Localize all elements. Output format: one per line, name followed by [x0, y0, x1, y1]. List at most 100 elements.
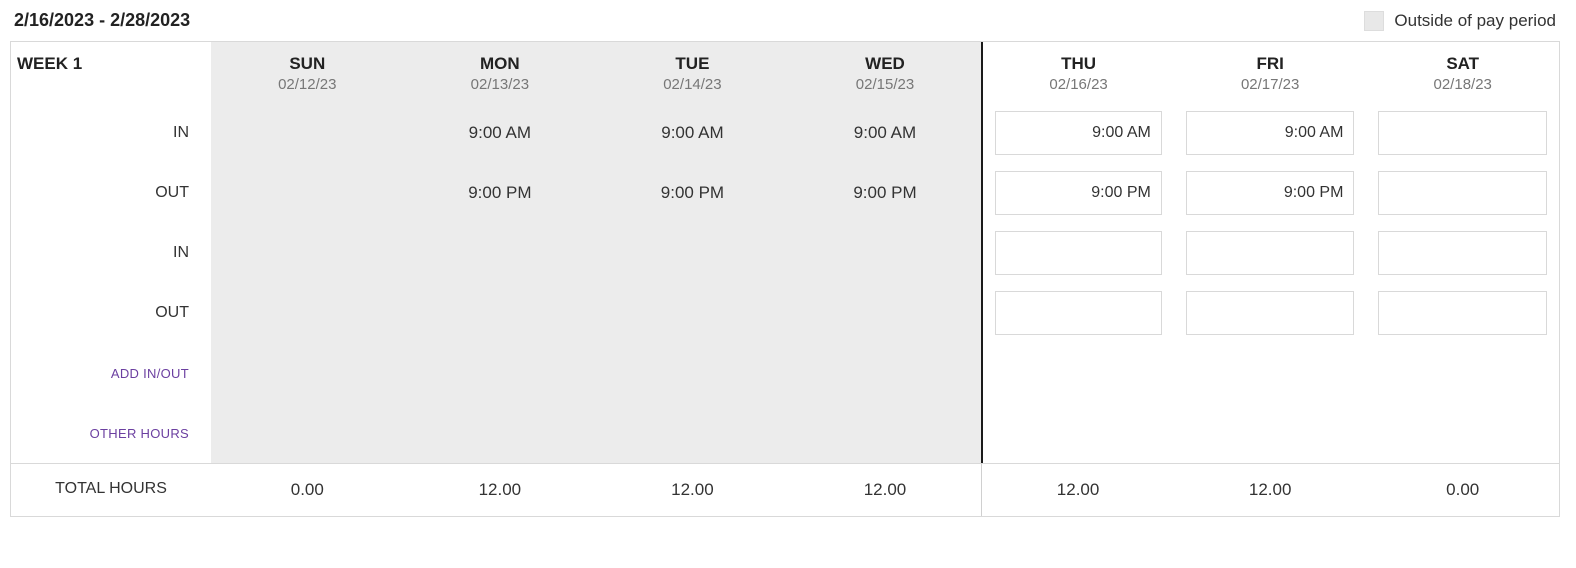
- time-in-cell-fri: [1174, 103, 1367, 163]
- day-name: FRI: [1178, 54, 1363, 74]
- time-out-2-input[interactable]: [1186, 291, 1355, 335]
- time-out-input[interactable]: [1186, 171, 1355, 215]
- time-in-value: 9:00 AM: [469, 123, 531, 143]
- time-out-cell-mon: 9:00 PM: [404, 163, 597, 223]
- time-out-cell-sun: [211, 163, 404, 223]
- empty-cell: [596, 343, 789, 403]
- empty-cell: [789, 403, 982, 463]
- time-in-2-cell-fri: [1174, 223, 1367, 283]
- empty-cell: [1174, 403, 1367, 463]
- empty-cell: [981, 403, 1174, 463]
- total-hours-value-wed: 12.00: [789, 464, 982, 516]
- time-out-2-cell-thu: [981, 283, 1174, 343]
- time-out-2-cell-tue: [596, 283, 789, 343]
- day-date: 02/17/23: [1178, 76, 1363, 93]
- day-date: 02/13/23: [408, 76, 593, 93]
- total-hours-value-thu: 12.00: [981, 464, 1174, 516]
- other-hours-link-cell: OTHER HOURS: [11, 403, 211, 463]
- time-out-cell-sat: [1366, 163, 1559, 223]
- time-out-2-cell-sat: [1366, 283, 1559, 343]
- time-in-2-cell-sun: [211, 223, 404, 283]
- time-in-value: 9:00 AM: [661, 123, 723, 143]
- row-label-in-2: IN: [11, 223, 211, 283]
- time-out-2-cell-fri: [1174, 283, 1367, 343]
- empty-cell: [211, 343, 404, 403]
- time-out-cell-thu: [981, 163, 1174, 223]
- time-out-value: 9:00 PM: [661, 183, 724, 203]
- add-in-out-link-cell: ADD IN/OUT: [11, 343, 211, 403]
- time-in-cell-sat: [1366, 103, 1559, 163]
- day-name: THU: [987, 54, 1170, 74]
- empty-cell: [596, 403, 789, 463]
- time-in-cell-mon: 9:00 AM: [404, 103, 597, 163]
- time-in-2-input[interactable]: [995, 231, 1162, 275]
- time-in-2-cell-tue: [596, 223, 789, 283]
- time-in-input[interactable]: [1186, 111, 1355, 155]
- time-out-value: 9:00 PM: [468, 183, 531, 203]
- day-header-fri: FRI 02/17/23: [1174, 42, 1367, 103]
- day-name: MON: [408, 54, 593, 74]
- day-date: 02/18/23: [1370, 76, 1555, 93]
- day-date: 02/12/23: [215, 76, 400, 93]
- date-range-label: 2/16/2023 - 2/28/2023: [14, 10, 190, 31]
- legend-label: Outside of pay period: [1394, 11, 1556, 31]
- empty-cell: [1366, 403, 1559, 463]
- time-out-2-input[interactable]: [1378, 291, 1547, 335]
- time-out-cell-fri: [1174, 163, 1367, 223]
- time-in-cell-sun: [211, 103, 404, 163]
- add-in-out-link[interactable]: ADD IN/OUT: [111, 366, 189, 381]
- empty-cell: [1366, 343, 1559, 403]
- timesheet-week: WEEK 1 SUN 02/12/23 MON 02/13/23 TUE 02/14/23…: [10, 41, 1560, 517]
- time-out-input[interactable]: [995, 171, 1162, 215]
- day-name: WED: [793, 54, 978, 74]
- time-in-input[interactable]: [995, 111, 1162, 155]
- day-date: 02/14/23: [600, 76, 785, 93]
- time-in-2-cell-wed: [789, 223, 982, 283]
- row-label-out-2: OUT: [11, 283, 211, 343]
- day-date: 02/15/23: [793, 76, 978, 93]
- day-name: SUN: [215, 54, 400, 74]
- day-header-sat: SAT 02/18/23: [1366, 42, 1559, 103]
- time-in-2-cell-mon: [404, 223, 597, 283]
- day-header-wed: WED 02/15/23: [789, 42, 982, 103]
- other-hours-link[interactable]: OTHER HOURS: [90, 426, 189, 441]
- week-label: WEEK 1: [11, 42, 211, 103]
- row-label-out: OUT: [11, 163, 211, 223]
- day-date: 02/16/23: [987, 76, 1170, 93]
- time-in-value: 9:00 AM: [854, 123, 916, 143]
- day-header-thu: THU 02/16/23: [981, 42, 1174, 103]
- time-out-value: 9:00 PM: [853, 183, 916, 203]
- total-hours-value-sun: 0.00: [211, 464, 404, 516]
- day-header-tue: TUE 02/14/23: [596, 42, 789, 103]
- time-in-2-input[interactable]: [1378, 231, 1547, 275]
- empty-cell: [981, 343, 1174, 403]
- empty-cell: [404, 343, 597, 403]
- row-label-in: IN: [11, 103, 211, 163]
- time-out-2-input[interactable]: [995, 291, 1162, 335]
- total-hours-value-fri: 12.00: [1174, 464, 1367, 516]
- empty-cell: [1174, 343, 1367, 403]
- time-in-cell-tue: 9:00 AM: [596, 103, 789, 163]
- time-in-cell-wed: 9:00 AM: [789, 103, 982, 163]
- time-out-cell-wed: 9:00 PM: [789, 163, 982, 223]
- total-hours-value-tue: 12.00: [596, 464, 789, 516]
- legend-swatch: [1364, 11, 1384, 31]
- day-name: SAT: [1370, 54, 1555, 74]
- total-hours-value-sat: 0.00: [1366, 464, 1559, 516]
- time-out-2-cell-mon: [404, 283, 597, 343]
- time-in-2-cell-sat: [1366, 223, 1559, 283]
- empty-cell: [789, 343, 982, 403]
- time-in-input[interactable]: [1378, 111, 1547, 155]
- time-in-2-input[interactable]: [1186, 231, 1355, 275]
- time-out-cell-tue: 9:00 PM: [596, 163, 789, 223]
- time-out-input[interactable]: [1378, 171, 1547, 215]
- time-out-2-cell-sun: [211, 283, 404, 343]
- time-in-cell-thu: [981, 103, 1174, 163]
- day-header-sun: SUN 02/12/23: [211, 42, 404, 103]
- day-name: TUE: [600, 54, 785, 74]
- time-out-2-cell-wed: [789, 283, 982, 343]
- day-header-mon: MON 02/13/23: [404, 42, 597, 103]
- empty-cell: [404, 403, 597, 463]
- time-in-2-cell-thu: [981, 223, 1174, 283]
- legend-outside-pay-period: Outside of pay period: [1364, 11, 1556, 31]
